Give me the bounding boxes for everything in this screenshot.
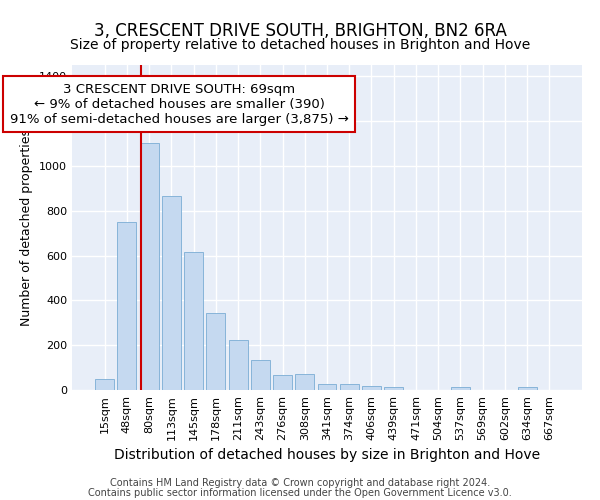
X-axis label: Distribution of detached houses by size in Brighton and Hove: Distribution of detached houses by size … [114, 448, 540, 462]
Bar [317, 384, 337, 390]
Text: Contains HM Land Registry data © Crown copyright and database right 2024.: Contains HM Land Registry data © Crown c… [110, 478, 490, 488]
Bar [273, 376, 292, 390]
Text: 3 CRESCENT DRIVE SOUTH: 69sqm
← 9% of detached houses are smaller (390)
91% of s: 3 CRESCENT DRIVE SOUTH: 69sqm ← 9% of de… [10, 83, 349, 126]
Bar [162, 196, 181, 390]
Text: 3, CRESCENT DRIVE SOUTH, BRIGHTON, BN2 6RA: 3, CRESCENT DRIVE SOUTH, BRIGHTON, BN2 6… [94, 22, 506, 40]
Bar [206, 312, 225, 390]
Bar [362, 386, 381, 390]
Bar [95, 379, 114, 390]
Bar [184, 252, 203, 390]
Y-axis label: Number of detached properties: Number of detached properties [20, 129, 34, 326]
Bar [295, 374, 314, 390]
Bar [451, 387, 470, 390]
Text: Contains public sector information licensed under the Open Government Licence v3: Contains public sector information licen… [88, 488, 512, 498]
Bar [118, 222, 136, 390]
Bar [229, 340, 248, 390]
Text: Size of property relative to detached houses in Brighton and Hove: Size of property relative to detached ho… [70, 38, 530, 52]
Bar [384, 386, 403, 390]
Bar [251, 360, 270, 390]
Bar [340, 384, 359, 390]
Bar [140, 144, 158, 390]
Bar [518, 387, 536, 390]
